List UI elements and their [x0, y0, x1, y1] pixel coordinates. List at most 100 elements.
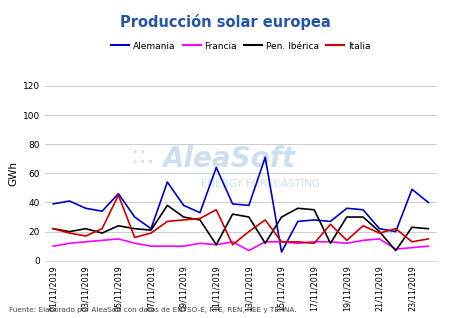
Francia [246, 249, 252, 252]
Pen. Ibérica [311, 208, 317, 212]
Francia [132, 241, 137, 245]
Italia [295, 240, 301, 244]
Pen. Ibérica [116, 224, 121, 228]
Pen. Ibérica [295, 206, 301, 210]
Francia [214, 243, 219, 247]
Pen. Ibérica [328, 241, 333, 245]
Italia [311, 241, 317, 245]
Italia [393, 227, 398, 231]
Pen. Ibérica [426, 227, 431, 231]
Pen. Ibérica [360, 215, 366, 219]
Line: Italia: Italia [53, 195, 428, 245]
Italia [426, 237, 431, 241]
Pen. Ibérica [165, 204, 170, 207]
Italia [99, 227, 105, 231]
Alemania [197, 211, 202, 215]
Francia [377, 237, 382, 241]
Pen. Ibérica [393, 249, 398, 252]
Alemania [410, 187, 415, 191]
Line: Alemania: Alemania [53, 157, 428, 252]
Alemania [214, 166, 219, 169]
Francia [426, 244, 431, 248]
Alemania [181, 204, 186, 207]
Francia [410, 246, 415, 250]
Alemania [426, 201, 431, 204]
Pen. Ibérica [214, 243, 219, 247]
Pen. Ibérica [262, 241, 268, 245]
Pen. Ibérica [197, 218, 202, 222]
Pen. Ibérica [344, 215, 350, 219]
Francia [344, 241, 350, 245]
Alemania [50, 202, 56, 206]
Francia [393, 247, 398, 251]
Legend: Alemania, Francia, Pen. Ibérica, Italia: Alemania, Francia, Pen. Ibérica, Italia [108, 38, 374, 54]
Italia [148, 231, 154, 235]
Alemania [148, 227, 154, 231]
Alemania [132, 215, 137, 219]
Francia [328, 240, 333, 244]
Italia [377, 231, 382, 235]
Italia [165, 219, 170, 223]
Alemania [67, 199, 72, 203]
Alemania [230, 202, 235, 206]
Italia [67, 231, 72, 235]
Alemania [360, 208, 366, 212]
Italia [262, 218, 268, 222]
Alemania [279, 250, 284, 254]
Alemania [344, 206, 350, 210]
Alemania [328, 219, 333, 223]
Text: AleaSoft: AleaSoft [162, 145, 296, 173]
Alemania [262, 156, 268, 159]
Francia [67, 241, 72, 245]
Francia [50, 244, 56, 248]
Alemania [311, 218, 317, 222]
Francia [99, 238, 105, 242]
Francia [360, 238, 366, 242]
Italia [360, 224, 366, 228]
Italia [83, 234, 89, 238]
Italia [230, 243, 235, 247]
Francia [295, 241, 301, 245]
Pen. Ibérica [148, 228, 154, 232]
Francia [311, 240, 317, 244]
Pen. Ibérica [410, 225, 415, 229]
Text: ENERGY FORECASTING: ENERGY FORECASTING [201, 179, 320, 189]
Pen. Ibérica [230, 212, 235, 216]
Italia [50, 227, 56, 231]
Pen. Ibérica [132, 227, 137, 231]
Pen. Ibérica [83, 227, 89, 231]
Alemania [246, 204, 252, 207]
Alemania [116, 192, 121, 196]
Italia [328, 222, 333, 226]
Italia [181, 218, 186, 222]
Francia [262, 240, 268, 244]
Pen. Ibérica [377, 230, 382, 233]
Text: ::.: ::. [130, 144, 155, 168]
Italia [197, 217, 202, 220]
Pen. Ibérica [67, 230, 72, 233]
Line: Pen. Ibérica: Pen. Ibérica [53, 205, 428, 251]
Francia [116, 237, 121, 241]
Alemania [165, 180, 170, 184]
Italia [344, 238, 350, 242]
Francia [230, 240, 235, 244]
Alemania [393, 230, 398, 233]
Alemania [377, 227, 382, 231]
Italia [132, 236, 137, 239]
Francia [197, 241, 202, 245]
Line: Francia: Francia [53, 239, 428, 251]
Pen. Ibérica [50, 227, 56, 231]
Y-axis label: GWh: GWh [9, 161, 19, 186]
Francia [148, 244, 154, 248]
Pen. Ibérica [279, 215, 284, 219]
Text: Producción solar europea: Producción solar europea [120, 14, 330, 30]
Francia [165, 244, 170, 248]
Alemania [83, 206, 89, 210]
Alemania [99, 209, 105, 213]
Italia [214, 208, 219, 212]
Italia [410, 240, 415, 244]
Italia [279, 240, 284, 244]
Pen. Ibérica [246, 215, 252, 219]
Francia [83, 240, 89, 244]
Text: Fuente: Elaborado por AleaSoft con datos de ENTSO-E, RTE, REN, REE y TERNA.: Fuente: Elaborado por AleaSoft con datos… [9, 307, 297, 313]
